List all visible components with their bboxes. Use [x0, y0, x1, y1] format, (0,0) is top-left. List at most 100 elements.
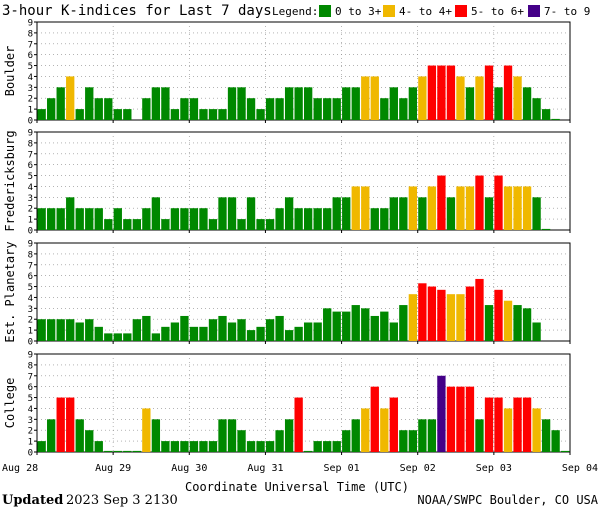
x-tick-label: Aug 31 [247, 463, 283, 474]
y-tick-label: 2 [28, 316, 33, 326]
bar [399, 305, 408, 341]
bar [94, 441, 103, 452]
x-tick-label: Aug 29 [95, 463, 131, 474]
legend-entry-quiet: 0 to 3+ [335, 5, 382, 18]
data-source: NOAA/SWPC Boulder, CO USA [417, 493, 598, 507]
legend-entry-severe: 7- to 9 [544, 5, 590, 18]
bar [189, 441, 199, 452]
bar [246, 98, 256, 120]
panel-label: Fredericksburg [3, 130, 17, 231]
y-tick-label: 0 [28, 227, 33, 237]
bar [199, 441, 208, 452]
bar [418, 197, 427, 230]
bar [180, 441, 189, 452]
bar [151, 87, 161, 120]
bar [484, 197, 494, 230]
bar [446, 65, 456, 120]
bar [161, 87, 170, 120]
y-tick-label: 6 [28, 161, 33, 171]
bar [351, 419, 360, 452]
bar [380, 408, 389, 452]
bar [437, 65, 446, 120]
bar [475, 76, 484, 120]
bar [389, 87, 398, 120]
y-tick-label: 7 [28, 372, 33, 382]
bar [227, 419, 237, 452]
bar [75, 208, 84, 230]
bar [475, 175, 484, 230]
bar [246, 441, 256, 452]
bar [532, 197, 541, 230]
bar [161, 219, 170, 230]
panels: 0123456789Boulder0123456789Fredericksbur… [3, 19, 571, 459]
bar [37, 208, 46, 230]
bar [123, 333, 132, 341]
bar [522, 397, 532, 452]
bar [151, 419, 161, 452]
bar [180, 315, 189, 341]
bar [66, 319, 75, 341]
bar [284, 330, 294, 341]
y-tick-label: 8 [28, 29, 33, 39]
y-tick-label: 4 [28, 73, 33, 83]
bar [399, 197, 408, 230]
bar [361, 308, 370, 341]
bar [218, 109, 227, 120]
bar [246, 197, 256, 230]
bar [446, 197, 456, 230]
bar [332, 197, 341, 230]
bar [47, 98, 56, 120]
bar [284, 197, 294, 230]
y-tick-label: 6 [28, 272, 33, 282]
bar [237, 219, 246, 230]
bar [142, 208, 151, 230]
bar [408, 294, 418, 341]
bar [313, 208, 322, 230]
bar [56, 87, 65, 120]
bar [208, 109, 218, 120]
y-tick-label: 7 [28, 150, 33, 160]
updated-timestamp: 2023 Sep 3 2130 [66, 493, 178, 508]
bar [408, 186, 418, 230]
bar [123, 109, 132, 120]
bar [351, 305, 360, 341]
y-tick-label: 4 [28, 405, 33, 415]
bar [94, 98, 103, 120]
bar [313, 322, 322, 341]
x-tick-label: Aug 28 [2, 463, 38, 474]
bar [265, 98, 275, 120]
bar [284, 87, 294, 120]
bar [484, 65, 494, 120]
bar [37, 441, 46, 452]
bar [446, 386, 456, 452]
bar [208, 319, 218, 341]
bar [541, 109, 551, 120]
y-tick-label: 3 [28, 84, 33, 94]
bar [304, 450, 313, 452]
bar [218, 197, 227, 230]
x-axis: Aug 28 Aug 29 Aug 30 Aug 31 Sep 01 Sep 02 Sep … [2, 463, 598, 474]
bar [370, 76, 379, 120]
bar [437, 175, 446, 230]
y-tick-label: 1 [28, 438, 33, 448]
bar [522, 87, 532, 120]
bar [66, 76, 75, 120]
x-tick-label: Sep 04 [562, 463, 598, 474]
bar [551, 430, 560, 452]
y-tick-label: 9 [28, 129, 33, 139]
bar [465, 186, 475, 230]
bar [85, 319, 94, 341]
bar [494, 397, 503, 452]
y-tick-label: 1 [28, 106, 33, 116]
bar [323, 441, 332, 452]
x-tick-label: Sep 01 [324, 463, 360, 474]
bar [332, 98, 341, 120]
bar [180, 98, 189, 120]
bar [66, 397, 75, 452]
bar [408, 430, 418, 452]
bar [541, 419, 551, 452]
bar [142, 408, 151, 452]
